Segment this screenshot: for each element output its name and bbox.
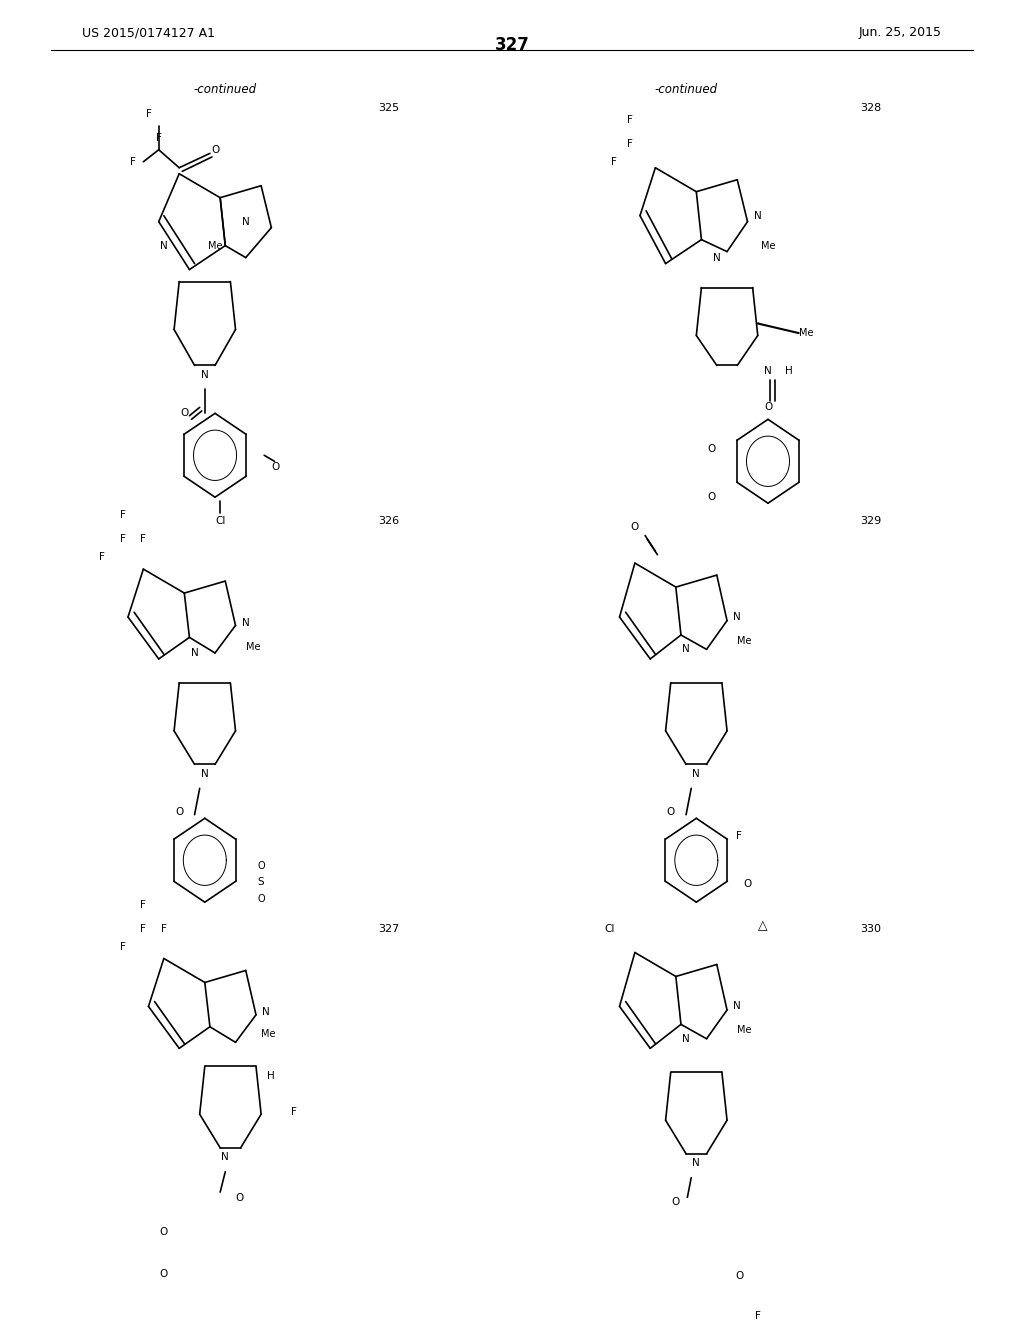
Text: O: O xyxy=(631,523,639,532)
Text: F: F xyxy=(156,133,162,143)
Text: O: O xyxy=(708,445,716,454)
Text: F: F xyxy=(291,1107,297,1117)
Text: N: N xyxy=(682,1034,690,1044)
Text: Me: Me xyxy=(261,1030,275,1039)
Text: F: F xyxy=(120,511,126,520)
Text: F: F xyxy=(140,899,146,909)
Text: N: N xyxy=(190,648,199,657)
Text: F: F xyxy=(145,108,152,119)
Text: Me: Me xyxy=(799,329,813,338)
Text: F: F xyxy=(755,1311,761,1320)
Text: O: O xyxy=(160,1226,168,1237)
Text: US 2015/0174127 A1: US 2015/0174127 A1 xyxy=(82,26,215,40)
Text: F: F xyxy=(130,157,136,166)
Text: H: H xyxy=(267,1071,275,1081)
Text: Me: Me xyxy=(761,240,775,251)
Text: N: N xyxy=(764,367,772,376)
Text: F: F xyxy=(120,941,126,952)
Text: N: N xyxy=(262,1007,270,1018)
Text: Cl: Cl xyxy=(604,924,614,933)
Text: O: O xyxy=(667,808,675,817)
Text: F: F xyxy=(627,115,633,125)
Text: Jun. 25, 2015: Jun. 25, 2015 xyxy=(859,26,942,40)
Text: O: O xyxy=(735,1271,743,1280)
Text: F: F xyxy=(736,832,742,841)
Text: O: O xyxy=(743,879,752,890)
Text: N: N xyxy=(692,770,700,779)
Text: O: O xyxy=(672,1197,680,1206)
Text: Cl: Cl xyxy=(215,516,225,527)
Text: Me: Me xyxy=(737,636,752,645)
Text: F: F xyxy=(120,535,126,544)
Text: △: △ xyxy=(758,920,768,933)
Text: -continued: -continued xyxy=(654,83,718,96)
Text: O: O xyxy=(175,808,183,817)
Text: N: N xyxy=(221,1152,229,1163)
Text: S: S xyxy=(258,876,264,887)
Text: 327: 327 xyxy=(495,36,529,54)
Text: N: N xyxy=(713,252,721,263)
Text: F: F xyxy=(161,924,167,933)
Text: O: O xyxy=(211,145,219,154)
Text: 327: 327 xyxy=(379,924,399,933)
Text: O: O xyxy=(271,462,280,473)
Text: 328: 328 xyxy=(860,103,881,112)
Text: 325: 325 xyxy=(379,103,399,112)
Text: N: N xyxy=(692,1159,700,1168)
Text: N: N xyxy=(242,216,250,227)
Text: F: F xyxy=(627,139,633,149)
Text: O: O xyxy=(257,894,265,904)
Text: O: O xyxy=(180,408,188,418)
Text: N: N xyxy=(682,644,690,655)
Text: 330: 330 xyxy=(860,924,881,933)
Text: Me: Me xyxy=(737,1026,752,1035)
Text: N: N xyxy=(201,770,209,779)
Text: N: N xyxy=(733,612,741,622)
Text: F: F xyxy=(99,552,105,562)
Text: F: F xyxy=(140,535,146,544)
Text: N: N xyxy=(201,370,209,380)
Text: N: N xyxy=(242,618,250,628)
Text: O: O xyxy=(708,492,716,502)
Text: Me: Me xyxy=(246,642,260,652)
Text: Me: Me xyxy=(208,240,222,251)
Text: 326: 326 xyxy=(379,516,399,527)
Text: N: N xyxy=(160,240,168,251)
Text: F: F xyxy=(140,924,146,933)
Text: O: O xyxy=(764,403,772,412)
Text: N: N xyxy=(733,1002,741,1011)
Text: H: H xyxy=(784,367,793,376)
Text: F: F xyxy=(611,157,617,166)
Text: -continued: -continued xyxy=(194,83,257,96)
Text: O: O xyxy=(236,1193,244,1203)
Text: O: O xyxy=(160,1269,168,1279)
Text: •: • xyxy=(756,321,760,326)
Text: O: O xyxy=(257,861,265,871)
Text: 329: 329 xyxy=(860,516,881,527)
Text: N: N xyxy=(754,211,762,220)
